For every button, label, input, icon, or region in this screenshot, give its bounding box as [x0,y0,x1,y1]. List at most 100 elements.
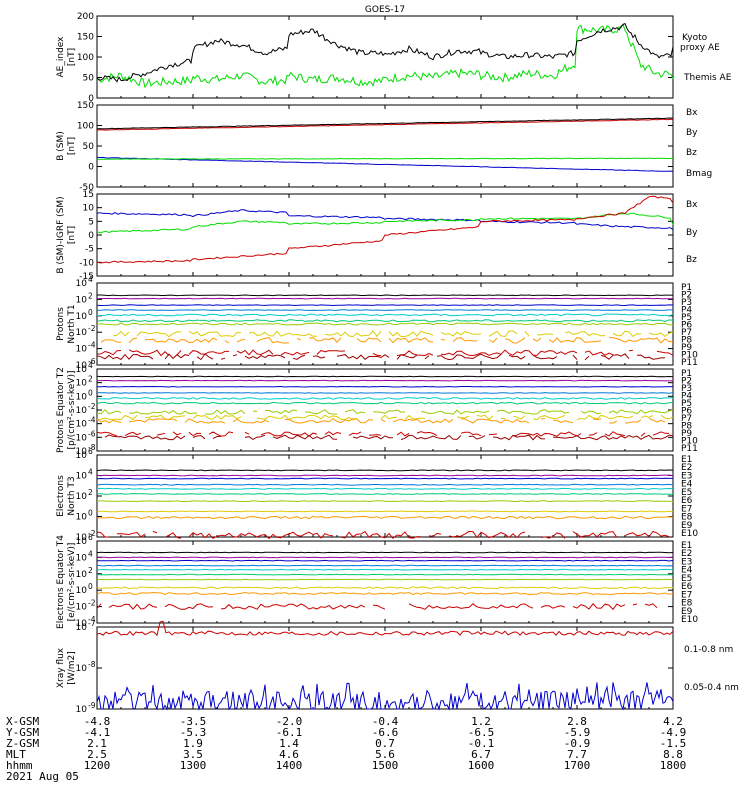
y-tick-label: 200 [77,12,94,22]
series-line-e7 [96,578,674,581]
series-line-p8 [256,414,358,421]
series-line-p8 [648,331,674,338]
series-line-e10 [108,603,158,610]
y-tick-exponent: -2 [88,529,96,538]
series-line-p7 [128,409,198,415]
legend-proxy-ae: proxy AE [680,43,720,53]
series-line-p8 [512,415,526,420]
series-line-p11 [636,354,666,360]
axis-value: 1.9 [183,737,203,750]
axis-value: -2.0 [276,715,303,728]
series-line-p7 [96,408,122,415]
y-axis-unit: [nT] [67,48,77,66]
series-line-p9 [232,418,270,424]
legend-e5: E5 [681,574,692,584]
series-line-p11 [352,435,393,440]
y-tick-label: 10 [76,472,88,482]
series-line-p11 [244,354,286,360]
y-tick-label: 10 [76,513,88,523]
legend-xray-short: 0.05-0.4 nm [684,683,739,693]
series-line-p9 [308,337,342,343]
axis-value: -1.5 [660,737,687,750]
series-line-p10 [604,431,626,437]
series-line-p8 [188,330,242,338]
series-line-p10 [372,353,382,357]
y-tick-exponent: 2 [88,566,93,575]
series-line-p11 [424,355,430,360]
legend-e5: E5 [681,488,692,498]
legend-p8: P8 [681,335,692,345]
series-line-p10 [324,431,342,436]
axis-value: -4.8 [84,715,111,728]
series-line-bx [96,156,674,172]
y-tick-label: 10 [76,392,88,402]
series-line-p10 [656,350,674,356]
legend-bx: Bx [686,200,698,210]
series-line-e10 [164,603,214,610]
series-line-p2 [96,297,673,300]
series-line-e4 [96,483,674,486]
series-line-p11 [532,354,558,360]
y-tick-exponent: -2 [88,324,96,333]
y-axis-label: B (SM) [56,131,66,161]
series-line-p3 [96,304,674,307]
series-line-e1 [96,469,674,472]
series-line-kyoto-proxy-ae [96,22,674,89]
y-tick-label: -15 [79,272,94,282]
series-line-p11 [552,434,674,441]
series-line-e10 [572,531,618,538]
series-line-p10 [208,431,234,437]
legend-p6: P6 [681,320,692,330]
y-tick-exponent: -8 [88,660,96,669]
axis-value: 2.8 [567,715,587,728]
y-tick-exponent: -6 [88,357,96,366]
series-line-p10 [172,431,182,436]
series-line-e10 [220,603,366,610]
series-line-p11 [600,353,630,360]
y-axis-label: Protons Equator T2 [56,367,66,453]
series-line-e10 [448,530,526,539]
series-line-p8 [388,330,434,338]
series-line-e8 [96,586,674,590]
y-tick-label: 10 [76,705,88,715]
series-line-p11 [104,434,186,441]
series-line-p11 [244,434,266,440]
axis-value: 1.2 [471,715,491,728]
series-line-e10 [540,532,566,539]
series-line-p11 [164,353,190,360]
series-line-p11 [192,435,206,440]
series-line-p9 [592,418,602,421]
series-line-p10 [348,431,362,436]
series-line-p3 [97,385,674,388]
series-line-p9 [608,420,618,424]
series-line-e10 [540,605,566,609]
series-line-p9 [553,419,574,424]
y-axis-label: Electrons Equator T4 [56,535,66,629]
series-line-p10 [640,432,646,437]
axis-value: 1400 [276,759,303,772]
axis-value: 1.4 [279,737,299,750]
series-line-xray-long [96,620,674,637]
y-axis-unit: [nT] [67,226,77,244]
y-tick-exponent: 6 [88,533,93,542]
legend-themis-ae: Themis AE [683,73,732,83]
series-line-p10 [488,433,498,436]
series-line-p5 [96,397,674,400]
series-line-p9 [388,337,434,344]
panel-frame [96,368,674,452]
series-line-p11 [572,354,578,360]
series-line-e10 [408,603,534,610]
axis-value: -6.6 [372,726,399,739]
legend-bz: Bz [686,255,697,265]
y-tick-label: 0 [88,94,94,104]
axis-value: 7.7 [567,748,587,761]
series-line-p5 [97,313,674,317]
series-line-e2 [96,556,674,559]
y-tick-exponent: 0 [88,582,93,591]
series-line-p11 [492,434,546,441]
panel-frame [96,454,674,538]
legend-e9: E9 [681,521,693,531]
y-tick-exponent: -4 [88,416,96,425]
